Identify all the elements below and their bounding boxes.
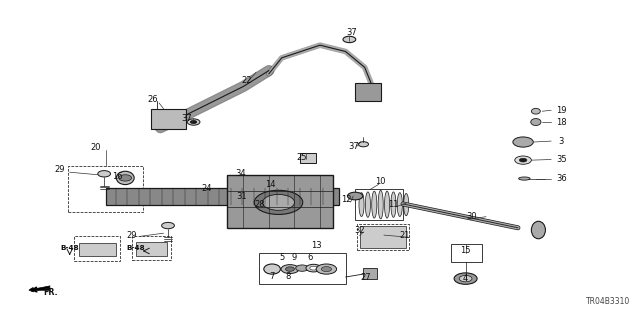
- Bar: [151, 109, 186, 129]
- Text: FR.: FR.: [43, 288, 58, 297]
- Text: 19: 19: [556, 106, 566, 115]
- Ellipse shape: [531, 108, 540, 114]
- Circle shape: [296, 265, 308, 271]
- Circle shape: [513, 137, 533, 147]
- Text: 21: 21: [399, 231, 410, 240]
- Ellipse shape: [531, 119, 541, 125]
- Ellipse shape: [116, 171, 134, 185]
- Text: 5: 5: [279, 253, 284, 262]
- Bar: [68, 166, 143, 212]
- Circle shape: [187, 119, 200, 125]
- Ellipse shape: [404, 194, 409, 216]
- Ellipse shape: [372, 191, 377, 218]
- Bar: [106, 188, 339, 204]
- Text: B-48: B-48: [60, 245, 79, 251]
- Circle shape: [358, 142, 369, 147]
- Bar: [259, 253, 346, 284]
- Bar: [79, 243, 116, 256]
- Text: 25: 25: [297, 153, 307, 162]
- Ellipse shape: [518, 177, 530, 180]
- Circle shape: [119, 175, 132, 181]
- Text: 14: 14: [265, 180, 275, 189]
- Text: 22: 22: [241, 76, 252, 85]
- Ellipse shape: [385, 191, 390, 218]
- Text: TR04B3310: TR04B3310: [586, 297, 630, 306]
- Bar: [355, 189, 403, 220]
- Circle shape: [454, 273, 477, 284]
- Text: 34: 34: [235, 169, 246, 178]
- Text: 9: 9: [292, 253, 297, 262]
- Ellipse shape: [391, 192, 396, 217]
- Text: 6: 6: [308, 253, 313, 262]
- Text: 29: 29: [54, 165, 65, 174]
- Ellipse shape: [397, 193, 403, 217]
- Text: 29: 29: [126, 231, 137, 240]
- FancyArrowPatch shape: [32, 287, 51, 292]
- Text: B-48: B-48: [127, 245, 145, 251]
- Circle shape: [316, 264, 337, 274]
- Text: 3: 3: [559, 137, 564, 145]
- Circle shape: [348, 192, 363, 200]
- Text: 18: 18: [556, 117, 566, 127]
- Bar: [136, 242, 167, 256]
- Circle shape: [310, 266, 317, 270]
- Text: 35: 35: [556, 155, 566, 164]
- Circle shape: [254, 190, 303, 214]
- Bar: [357, 224, 410, 250]
- Text: 11: 11: [388, 200, 399, 209]
- Circle shape: [460, 275, 472, 282]
- Ellipse shape: [365, 192, 371, 217]
- Text: 4: 4: [463, 274, 468, 283]
- Circle shape: [262, 195, 294, 210]
- Ellipse shape: [264, 264, 280, 274]
- Circle shape: [281, 265, 299, 273]
- Text: 31: 31: [237, 192, 248, 202]
- Text: 37: 37: [346, 28, 356, 37]
- Text: 37: 37: [182, 114, 193, 123]
- Text: 16: 16: [111, 172, 122, 181]
- Text: 10: 10: [376, 177, 386, 186]
- Text: 20: 20: [90, 143, 100, 152]
- Text: 13: 13: [312, 241, 322, 250]
- Bar: [355, 83, 381, 101]
- Circle shape: [519, 158, 527, 162]
- Bar: [364, 269, 378, 278]
- Ellipse shape: [531, 221, 545, 239]
- Bar: [132, 236, 172, 260]
- Circle shape: [190, 121, 196, 123]
- Circle shape: [306, 264, 321, 272]
- Circle shape: [343, 36, 356, 43]
- Circle shape: [98, 171, 111, 177]
- Bar: [360, 226, 406, 249]
- Text: 8: 8: [285, 272, 291, 281]
- Text: 15: 15: [460, 246, 471, 255]
- Text: 37: 37: [348, 142, 358, 151]
- Circle shape: [321, 267, 332, 271]
- Bar: [300, 152, 316, 163]
- Text: 24: 24: [201, 184, 212, 193]
- Text: 36: 36: [556, 174, 567, 183]
- Ellipse shape: [378, 190, 383, 219]
- Text: 30: 30: [467, 211, 477, 220]
- Text: 26: 26: [147, 95, 158, 104]
- Circle shape: [515, 156, 531, 164]
- Bar: [74, 236, 120, 261]
- Circle shape: [285, 267, 294, 271]
- Text: 7: 7: [269, 272, 275, 281]
- Circle shape: [162, 222, 174, 229]
- Text: 28: 28: [254, 200, 265, 209]
- Text: 32: 32: [355, 226, 365, 235]
- Text: 27: 27: [361, 272, 371, 281]
- Text: 12: 12: [342, 195, 352, 204]
- Bar: [451, 244, 481, 262]
- Bar: [227, 175, 333, 228]
- Ellipse shape: [359, 193, 364, 217]
